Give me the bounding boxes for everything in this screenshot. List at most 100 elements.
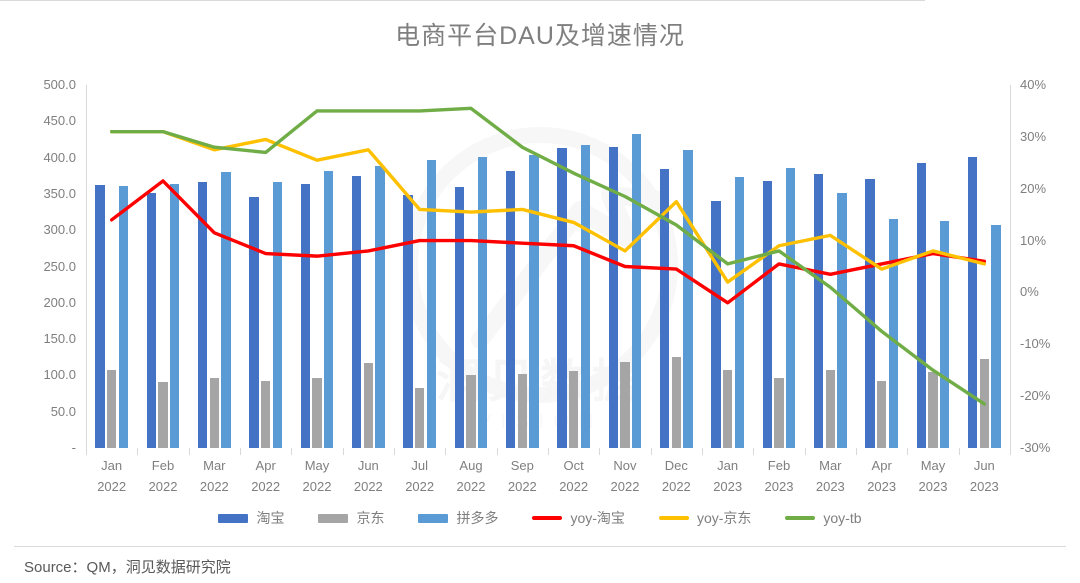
x-axis-label-month: Aug bbox=[459, 458, 483, 473]
y-axis-tick-label: 350.0 bbox=[43, 185, 76, 201]
line-yoy-tb[interactable] bbox=[109, 106, 987, 406]
legend-item[interactable]: 拼多多 bbox=[418, 508, 498, 528]
bar-jingdong[interactable] bbox=[158, 381, 168, 448]
bar-jingdong[interactable] bbox=[620, 361, 630, 448]
bar-jingdong[interactable] bbox=[517, 373, 528, 448]
x-axis-label-month: Sep bbox=[510, 458, 534, 473]
y-axis-tick-label: 100.0 bbox=[43, 367, 76, 383]
bar-pinduoduo[interactable] bbox=[785, 167, 796, 448]
x-axis-label-year: 2022 bbox=[456, 479, 486, 494]
bar-taobao[interactable] bbox=[403, 194, 413, 448]
y2-axis-tick-label: -30% bbox=[1020, 440, 1051, 455]
x-axis-tick bbox=[291, 448, 293, 455]
bar-taobao[interactable] bbox=[865, 178, 875, 448]
x-axis-label: Mar 2022 bbox=[189, 455, 240, 497]
bar-pinduoduo[interactable] bbox=[683, 149, 693, 448]
bar-taobao[interactable] bbox=[711, 201, 721, 448]
x-axis-tick bbox=[86, 448, 87, 455]
bar-pinduoduo[interactable] bbox=[118, 185, 129, 448]
legend-item[interactable]: yoy-tb bbox=[785, 510, 862, 526]
bar-jingdong[interactable] bbox=[414, 387, 425, 448]
bar-pinduoduo[interactable] bbox=[529, 155, 539, 448]
bar-taobao[interactable] bbox=[95, 185, 105, 448]
bar-pinduoduo[interactable] bbox=[375, 165, 385, 448]
legend-swatch-line-icon bbox=[658, 516, 689, 520]
bar-jingdong[interactable] bbox=[312, 378, 322, 448]
line-yoy-jingdong[interactable] bbox=[109, 129, 987, 284]
x-axis-label-month: Dec bbox=[664, 458, 688, 473]
line-yoy-taobao[interactable] bbox=[109, 179, 987, 305]
y2-axis-tick-label: 20% bbox=[1020, 180, 1047, 196]
bar-taobao[interactable] bbox=[505, 171, 516, 448]
bar-jingdong[interactable] bbox=[928, 371, 938, 448]
bar-jingdong[interactable] bbox=[774, 378, 784, 448]
x-axis-label-month: Feb bbox=[767, 458, 791, 473]
axis-line-left bbox=[86, 85, 87, 449]
bar-pinduoduo[interactable] bbox=[477, 156, 488, 448]
x-axis-label-year: 2023 bbox=[764, 479, 794, 494]
bar-jingdong[interactable] bbox=[825, 370, 836, 448]
bar-group bbox=[497, 85, 548, 448]
bar-taobao[interactable] bbox=[608, 146, 619, 448]
x-axis-label: Mar 2023 bbox=[805, 455, 856, 497]
x-axis-label-year: 2023 bbox=[713, 479, 743, 494]
bar-taobao[interactable] bbox=[916, 162, 927, 448]
x-axis-tick bbox=[394, 448, 395, 455]
bar-jingdong[interactable] bbox=[568, 371, 579, 448]
bar-taobao[interactable] bbox=[197, 181, 208, 448]
bar-taobao[interactable] bbox=[146, 193, 157, 448]
bar-pinduoduo[interactable] bbox=[221, 172, 231, 448]
source-divider bbox=[14, 546, 1066, 547]
bar-taobao[interactable] bbox=[659, 169, 670, 448]
bar-jingdong[interactable] bbox=[363, 363, 374, 448]
x-axis-tick bbox=[907, 448, 909, 455]
bar-jingdong[interactable] bbox=[466, 375, 476, 448]
bar-pinduoduo[interactable] bbox=[734, 177, 745, 448]
legend-swatch-bar-icon bbox=[318, 513, 349, 523]
bar-pinduoduo[interactable] bbox=[426, 159, 437, 448]
bar-pinduoduo[interactable] bbox=[272, 181, 283, 448]
y-axis-left: 500.0 450.0 400.0 350.0 300.0 250.0 200.0 150.0… bbox=[14, 0, 76, 583]
bar-taobao[interactable] bbox=[454, 187, 465, 448]
bar-taobao[interactable] bbox=[813, 174, 824, 448]
bar-pinduoduo[interactable] bbox=[991, 225, 1001, 448]
bar-taobao[interactable] bbox=[351, 176, 362, 448]
legend-swatch-bar-icon bbox=[418, 513, 449, 523]
bar-pinduoduo[interactable] bbox=[169, 183, 180, 448]
bar-jingdong[interactable] bbox=[106, 370, 117, 448]
legend-item[interactable]: yoy-淘宝 bbox=[532, 508, 625, 528]
x-axis-tick bbox=[650, 448, 652, 455]
bar-jingdong[interactable] bbox=[671, 356, 682, 448]
bar-pinduoduo[interactable] bbox=[580, 144, 591, 448]
bar-taobao[interactable] bbox=[249, 196, 259, 448]
bar-jingdong[interactable] bbox=[209, 377, 220, 448]
y2-axis-tick-label: -10% bbox=[1020, 336, 1051, 352]
x-axis-label: May 2022 bbox=[291, 455, 342, 497]
bar-taobao[interactable] bbox=[967, 156, 978, 448]
bar-pinduoduo[interactable] bbox=[323, 170, 334, 448]
bar-jingdong[interactable] bbox=[876, 381, 887, 448]
chart-title: 电商平台DAU及增速情况 bbox=[395, 22, 685, 50]
x-axis-labels: Jan 2022 Feb 2022 Mar 2022 Apr 2022 May 2022 Jun 20… bbox=[86, 455, 1010, 501]
x-axis-label: Aug 2022 bbox=[445, 455, 496, 497]
legend-item[interactable]: 京东 bbox=[318, 508, 384, 528]
x-axis-label: Apr 2022 bbox=[240, 455, 291, 497]
bar-taobao[interactable] bbox=[557, 148, 567, 448]
bar-taobao[interactable] bbox=[762, 180, 773, 448]
x-axis-label-year: 2023 bbox=[867, 479, 897, 494]
x-axis-label-year: 2022 bbox=[148, 479, 178, 494]
y2-axis-tick-label: 30% bbox=[1020, 128, 1047, 144]
legend-item[interactable]: yoy-京东 bbox=[658, 508, 751, 528]
bar-taobao[interactable] bbox=[300, 183, 311, 448]
legend-item[interactable]: 淘宝 bbox=[218, 508, 284, 528]
bar-pinduoduo[interactable] bbox=[837, 193, 847, 448]
bar-jingdong[interactable] bbox=[260, 381, 271, 448]
bar-pinduoduo[interactable] bbox=[631, 134, 642, 448]
x-axis-label: Sep 2022 bbox=[497, 455, 548, 497]
x-axis-label-year: 2023 bbox=[815, 479, 845, 494]
bar-group bbox=[240, 85, 291, 448]
bar-jingdong[interactable] bbox=[722, 370, 733, 448]
x-axis-ticks bbox=[86, 448, 1011, 456]
bar-pinduoduo[interactable] bbox=[939, 220, 950, 448]
bar-pinduoduo[interactable] bbox=[888, 218, 899, 448]
